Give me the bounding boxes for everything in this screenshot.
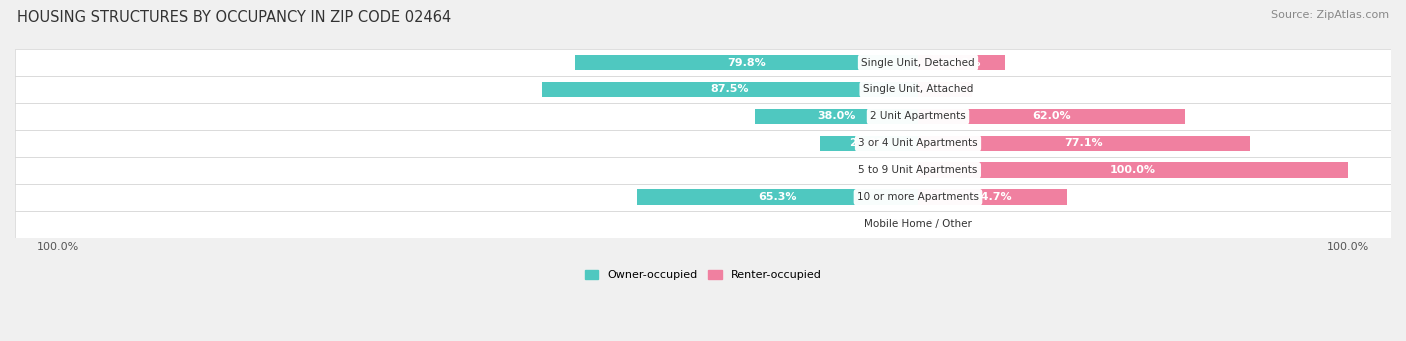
Bar xyxy=(15,130,1391,157)
Text: Mobile Home / Other: Mobile Home / Other xyxy=(865,219,972,229)
Text: 20.2%: 20.2% xyxy=(942,58,980,68)
Bar xyxy=(637,189,918,205)
Bar xyxy=(918,189,1067,205)
Text: HOUSING STRUCTURES BY OCCUPANCY IN ZIP CODE 02464: HOUSING STRUCTURES BY OCCUPANCY IN ZIP C… xyxy=(17,10,451,25)
Bar xyxy=(918,162,1348,178)
Text: 38.0%: 38.0% xyxy=(817,112,855,121)
Text: 65.3%: 65.3% xyxy=(758,192,797,202)
Text: 0.0%: 0.0% xyxy=(927,219,955,229)
Bar xyxy=(15,184,1391,211)
Text: Single Unit, Attached: Single Unit, Attached xyxy=(863,85,973,94)
Bar xyxy=(15,211,1391,238)
Bar xyxy=(15,157,1391,184)
Bar xyxy=(575,55,918,70)
Text: 34.7%: 34.7% xyxy=(973,192,1012,202)
Text: 87.5%: 87.5% xyxy=(710,85,749,94)
Text: 77.1%: 77.1% xyxy=(1064,138,1104,148)
Bar xyxy=(820,135,918,151)
Text: 0.0%: 0.0% xyxy=(882,219,910,229)
Text: 22.9%: 22.9% xyxy=(849,138,889,148)
Text: Single Unit, Detached: Single Unit, Detached xyxy=(862,58,974,68)
Bar xyxy=(918,55,1005,70)
Text: 3 or 4 Unit Apartments: 3 or 4 Unit Apartments xyxy=(858,138,977,148)
Bar xyxy=(15,76,1391,103)
Text: 2 Unit Apartments: 2 Unit Apartments xyxy=(870,112,966,121)
Text: 62.0%: 62.0% xyxy=(1032,112,1070,121)
Text: Source: ZipAtlas.com: Source: ZipAtlas.com xyxy=(1271,10,1389,20)
Bar xyxy=(918,135,1250,151)
Text: 100.0%: 100.0% xyxy=(1109,165,1156,175)
Bar xyxy=(918,108,1185,124)
Text: 5 to 9 Unit Apartments: 5 to 9 Unit Apartments xyxy=(858,165,977,175)
Text: 10 or more Apartments: 10 or more Apartments xyxy=(858,192,979,202)
Text: 79.8%: 79.8% xyxy=(727,58,766,68)
Text: 0.0%: 0.0% xyxy=(882,165,910,175)
Bar xyxy=(15,103,1391,130)
Legend: Owner-occupied, Renter-occupied: Owner-occupied, Renter-occupied xyxy=(581,265,825,285)
Bar xyxy=(918,82,972,97)
Bar xyxy=(541,82,918,97)
Bar xyxy=(755,108,918,124)
Bar xyxy=(15,49,1391,76)
Text: 12.6%: 12.6% xyxy=(925,85,965,94)
